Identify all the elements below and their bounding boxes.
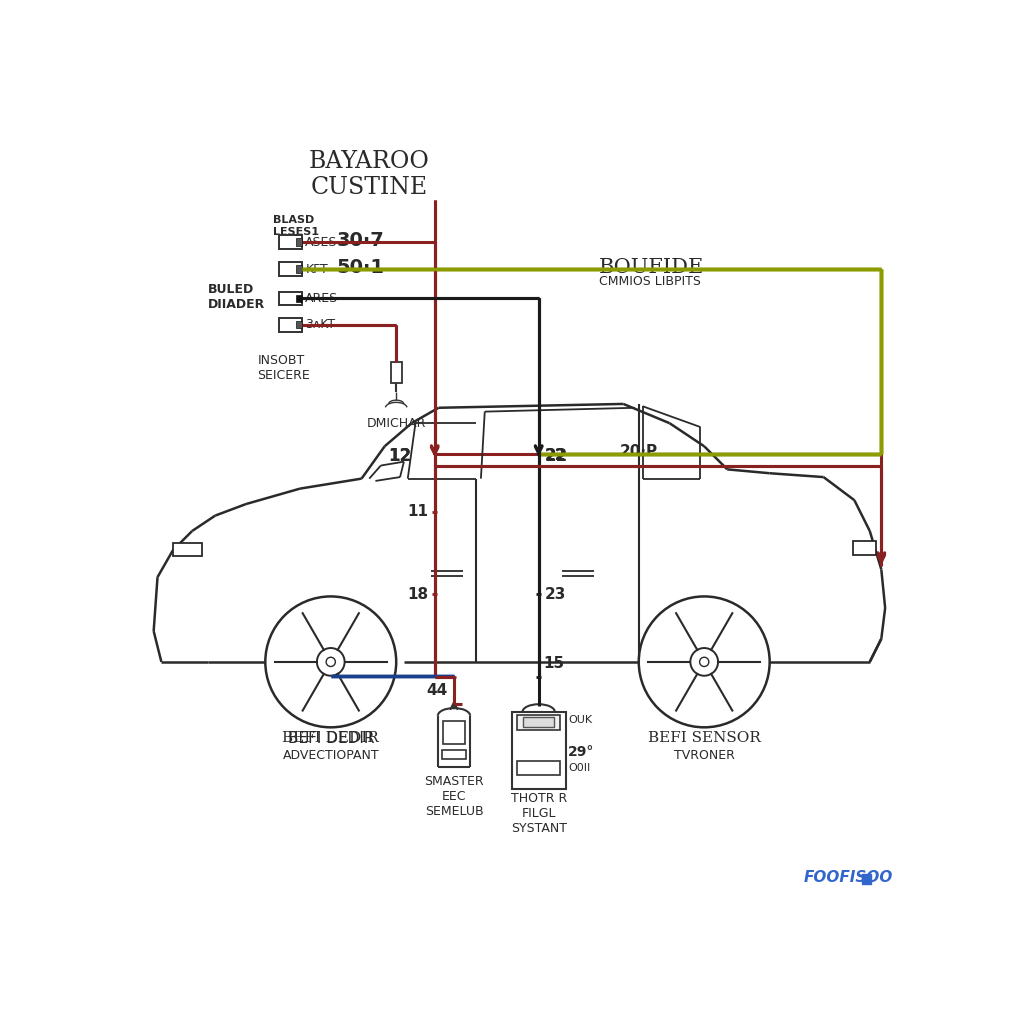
Bar [443, 721, 465, 744]
Text: BOUFIDE: BOUFIDE [599, 258, 703, 276]
Text: DMICHAR: DMICHAR [367, 417, 426, 430]
Text: O0II: O0II [568, 763, 590, 773]
Text: 11: 11 [408, 504, 429, 519]
Bar [441, 750, 466, 759]
Bar [512, 712, 565, 788]
Text: 15: 15 [544, 656, 564, 671]
Circle shape [690, 648, 718, 676]
Bar [280, 292, 302, 305]
Bar [280, 317, 302, 332]
Circle shape [265, 596, 396, 727]
Text: 12: 12 [388, 446, 412, 465]
Bar [517, 761, 560, 775]
Text: 30·7: 30·7 [337, 231, 385, 250]
Text: 360 P: 360 P [345, 656, 393, 672]
Bar [862, 874, 871, 884]
Text: BAYAROO
CUSTINE: BAYAROO CUSTINE [309, 150, 430, 200]
Circle shape [639, 596, 770, 727]
Text: ASES: ASES [305, 236, 338, 249]
Bar [173, 543, 202, 556]
Text: TVRONER: TVRONER [674, 749, 734, 762]
Text: ARES: ARES [305, 292, 339, 305]
Text: 12: 12 [388, 446, 412, 465]
Bar [280, 236, 302, 249]
Text: ADVECTIOPANT: ADVECTIOPANT [283, 749, 379, 762]
Text: BEFI DEDIR: BEFI DEDIR [283, 731, 379, 745]
Bar [853, 541, 876, 555]
Text: THOTR R
FILGL
SYSTANT: THOTR R FILGL SYSTANT [511, 792, 567, 835]
Bar [280, 262, 302, 276]
Text: 3ᴀKT: 3ᴀKT [305, 318, 336, 331]
Text: 44: 44 [427, 683, 447, 698]
Bar [391, 361, 401, 383]
Text: KFT: KFT [305, 263, 328, 275]
Text: CMMIOS LIBPITS: CMMIOS LIBPITS [599, 275, 700, 289]
Bar [296, 295, 302, 302]
Bar [517, 715, 560, 730]
Text: 22: 22 [545, 449, 566, 463]
Text: BEFI SENSOR: BEFI SENSOR [648, 731, 761, 745]
Text: BULED
DIIADER: BULED DIIADER [208, 283, 265, 311]
Text: 23: 23 [545, 587, 566, 602]
Text: 22: 22 [545, 446, 568, 465]
Text: 20·P: 20·P [620, 444, 657, 460]
Text: BEFI DEDIR: BEFI DEDIR [288, 731, 374, 746]
Bar [296, 321, 302, 329]
Text: INSOBT
SEICERE: INSOBT SEICERE [258, 354, 310, 382]
Text: OUK: OUK [568, 715, 592, 725]
Text: FOOFISOO: FOOFISOO [804, 870, 893, 885]
Bar [523, 718, 554, 727]
Text: 50·1: 50·1 [337, 258, 385, 278]
Bar [296, 265, 302, 273]
Circle shape [326, 657, 336, 667]
Circle shape [699, 657, 709, 667]
Text: 18: 18 [408, 587, 429, 602]
Text: SMASTER
EEC
SEMELUB: SMASTER EEC SEMELUB [424, 775, 483, 818]
Bar [296, 239, 302, 246]
Circle shape [316, 648, 345, 676]
Text: BLASD
LESES1: BLASD LESES1 [273, 215, 319, 237]
Text: 29°: 29° [568, 745, 594, 759]
